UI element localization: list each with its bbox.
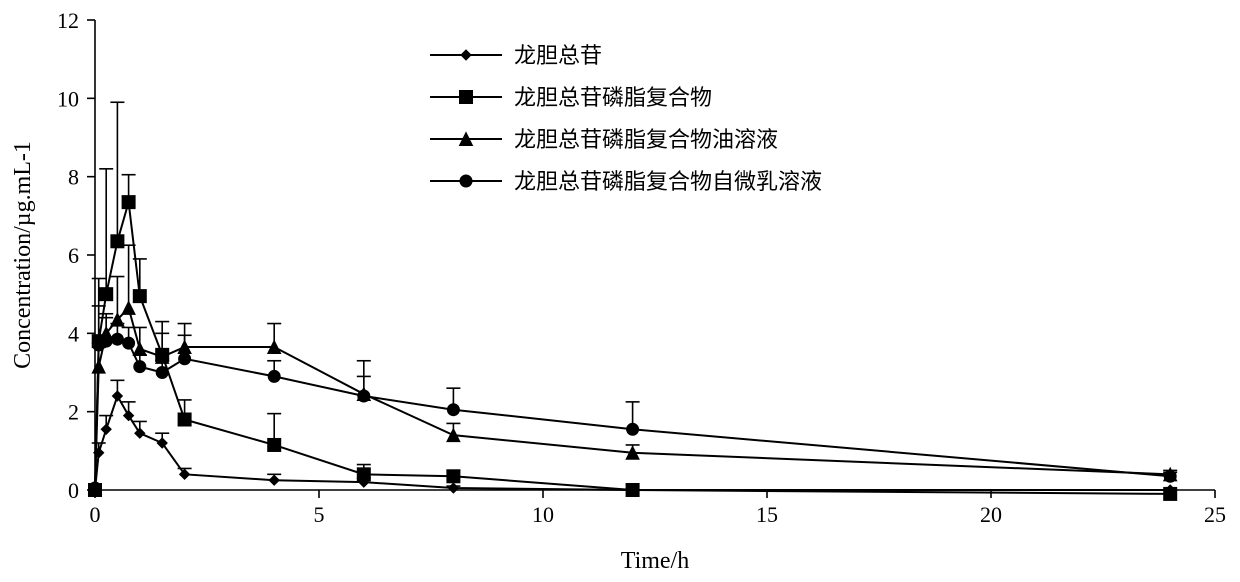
pk-chart-svg: 0 5 10 15 20 25 0 2 4 6 8 10 12 Time/h Concentration/µ… (0, 0, 1240, 582)
y-tick-label: 0 (68, 478, 79, 503)
x-tick-label: 5 (314, 502, 325, 527)
series-0 (90, 380, 1175, 495)
y-tick-label: 4 (68, 321, 79, 346)
y-axis-label: Concentration/µg.mL-1 (10, 141, 36, 369)
legend (430, 50, 502, 187)
y-tick-label: 8 (68, 165, 79, 190)
legend-label: 龙胆总苷磷脂复合物自微乳溶液 (514, 169, 822, 194)
x-tick-label: 25 (1204, 502, 1226, 527)
series-line-2 (95, 308, 1170, 488)
legend-label: 龙胆总苷 (514, 43, 602, 68)
series-3 (89, 306, 1177, 494)
y-tick-label: 12 (57, 8, 79, 33)
x-tick-label: 15 (756, 502, 778, 527)
pk-chart-container: 0 5 10 15 20 25 0 2 4 6 8 10 12 Time/h Concentration/µ… (0, 0, 1240, 582)
legend-label: 龙胆总苷磷脂复合物油溶液 (514, 127, 778, 152)
legend-label: 龙胆总苷磷脂复合物 (514, 85, 712, 110)
x-tick-label: 0 (90, 502, 101, 527)
y-tick-label: 6 (68, 243, 79, 268)
y-tick-label: 10 (57, 86, 79, 111)
y-tick-label: 2 (68, 400, 79, 425)
series-1 (89, 102, 1177, 500)
series-2 (89, 245, 1178, 494)
x-tick-label: 10 (532, 502, 554, 527)
x-axis-label: Time/h (621, 548, 689, 574)
x-tick-label: 20 (980, 502, 1002, 527)
